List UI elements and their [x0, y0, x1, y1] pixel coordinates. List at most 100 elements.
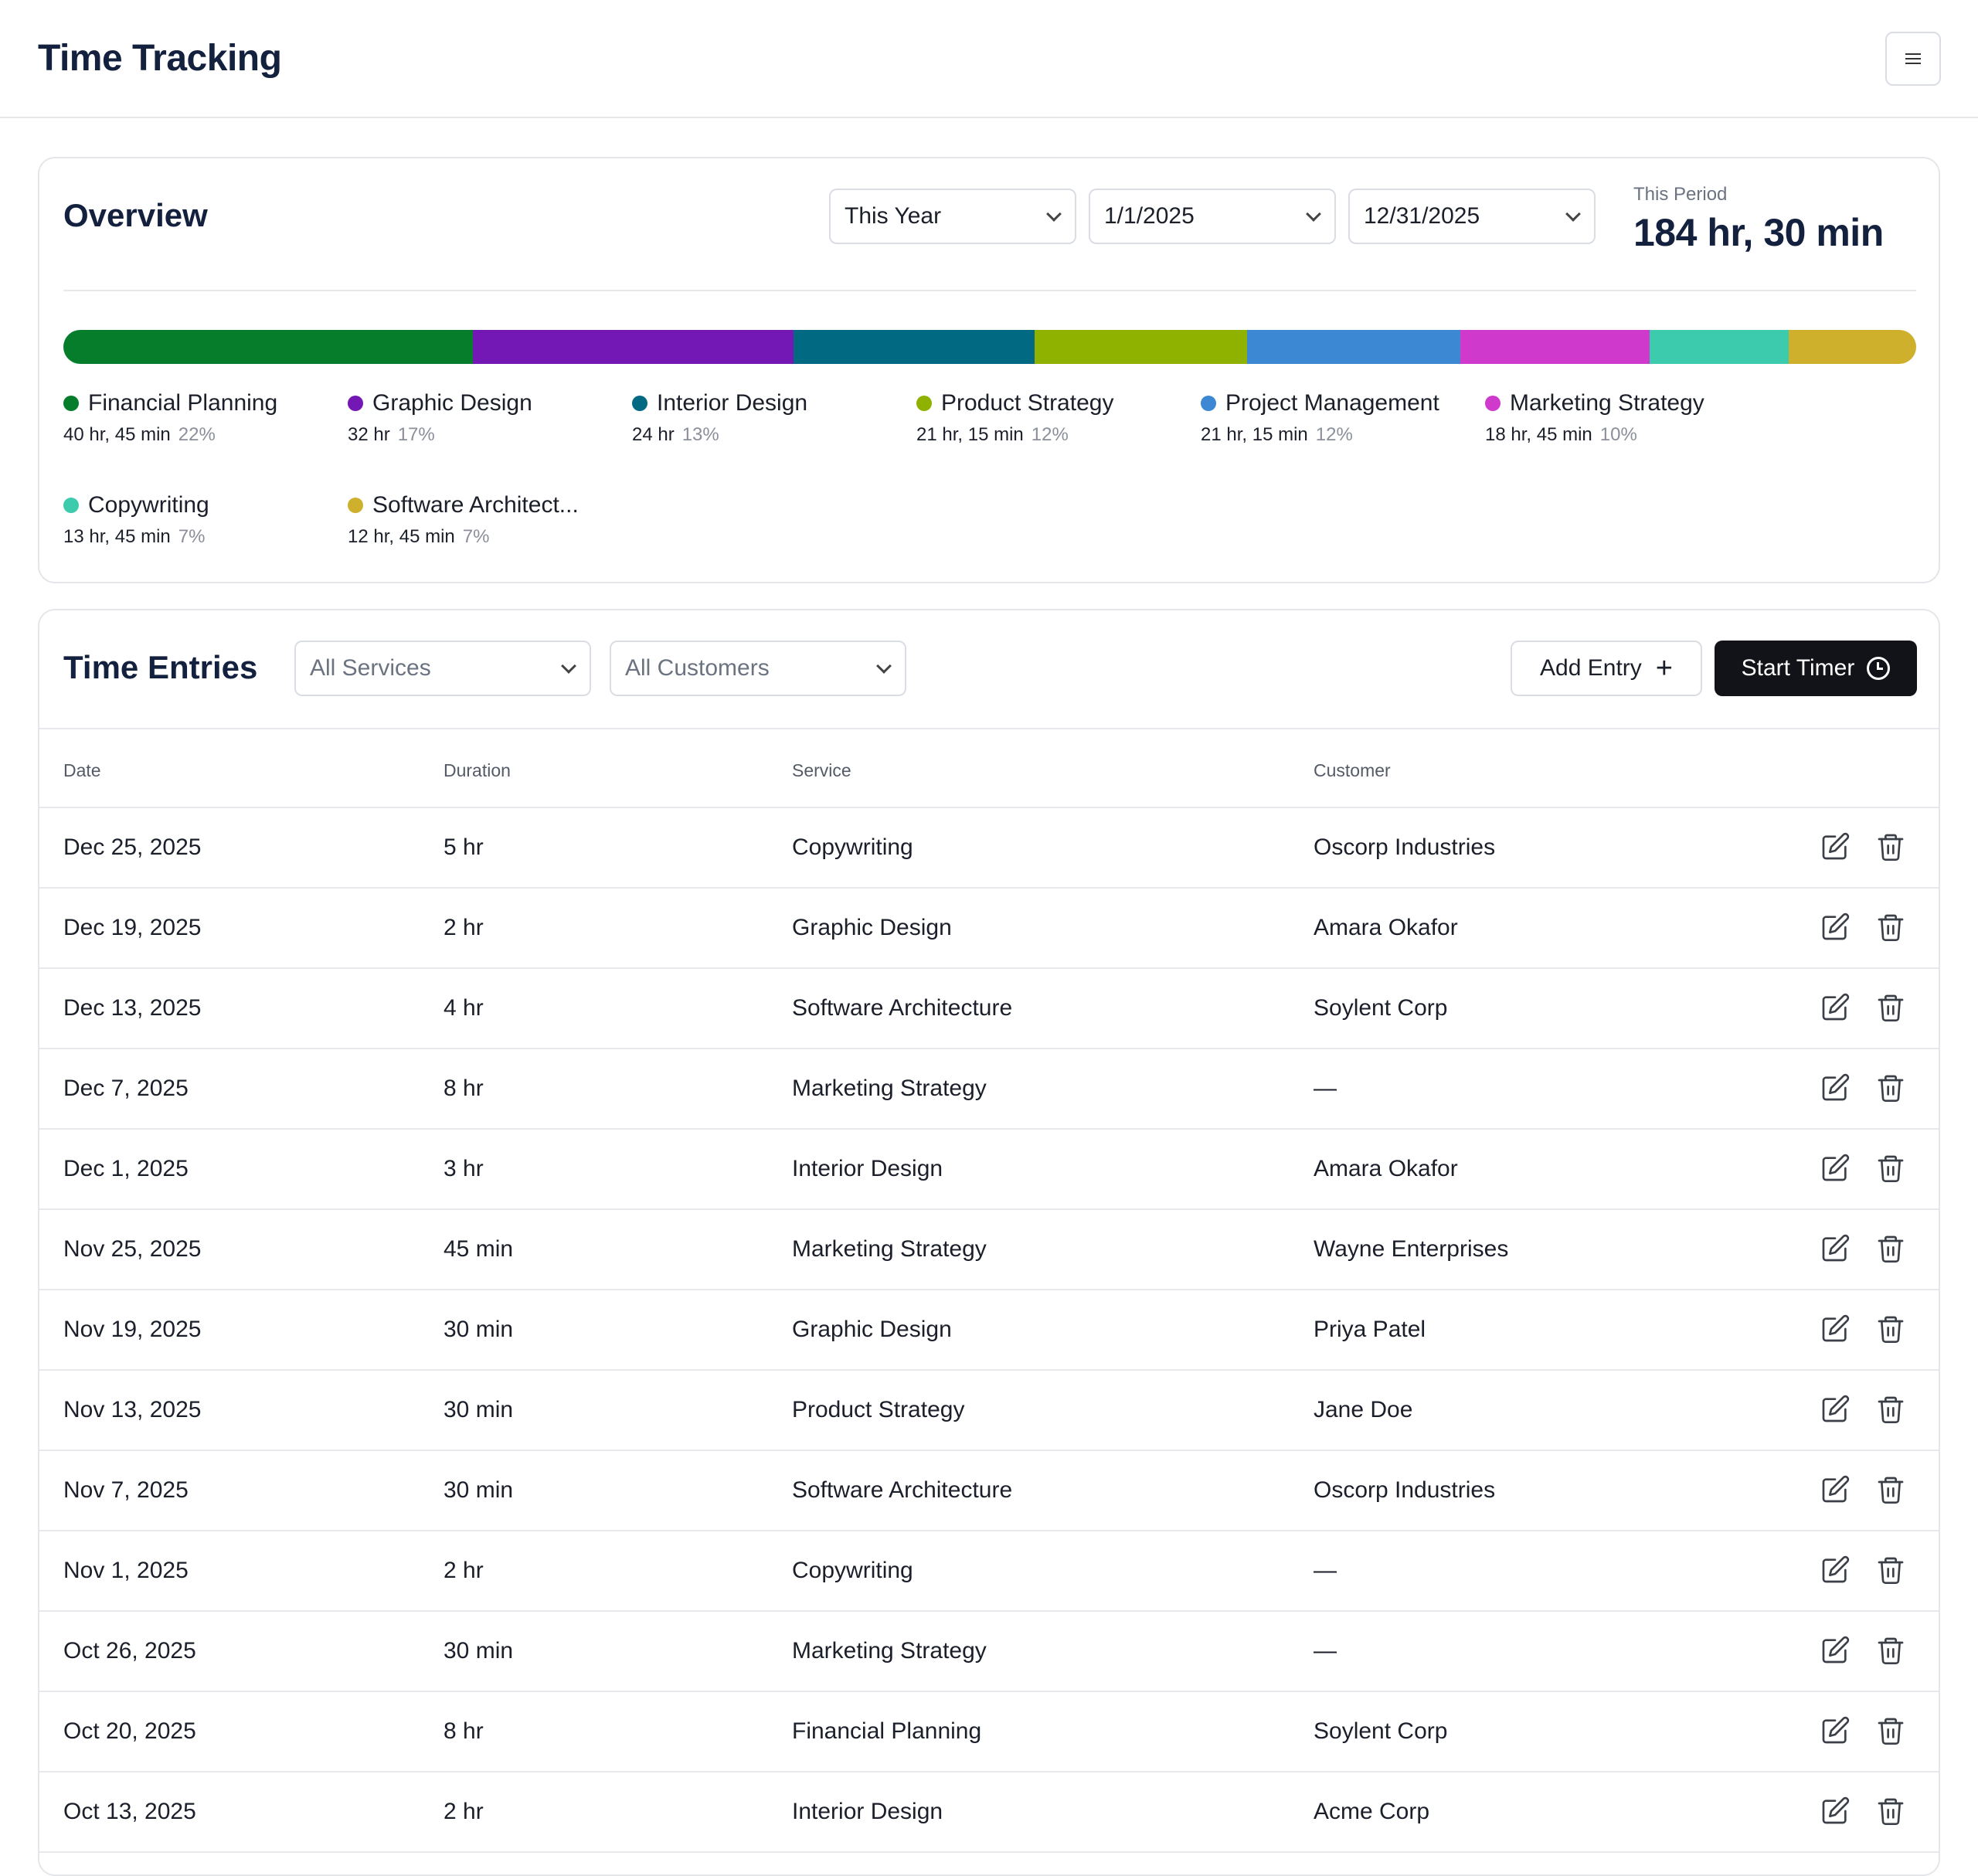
trash-icon[interactable] [1875, 1233, 1906, 1264]
edit-icon[interactable] [1820, 912, 1851, 943]
legend-time: 40 hr, 45 min [63, 424, 171, 445]
legend-name: Interior Design [657, 390, 808, 416]
edit-icon[interactable] [1820, 1715, 1851, 1746]
trash-icon[interactable] [1875, 1555, 1906, 1585]
table-row[interactable]: Dec 19, 2025 2 hr Graphic Design Amara Okaf… [39, 889, 1939, 969]
edit-icon[interactable] [1820, 1072, 1851, 1103]
entry-service: Copywriting [792, 1558, 913, 1583]
entry-date: Nov 19, 2025 [63, 1317, 202, 1342]
table-row[interactable]: Oct 26, 2025 30 min Marketing Strategy — [39, 1612, 1939, 1692]
edit-icon[interactable] [1820, 1635, 1851, 1666]
column-header-date[interactable]: Date [63, 760, 101, 780]
edit-icon[interactable] [1820, 1153, 1851, 1184]
trash-icon[interactable] [1875, 1474, 1906, 1505]
add-entry-button[interactable]: Add Entry + [1511, 641, 1702, 696]
edit-icon[interactable] [1820, 1796, 1851, 1827]
entry-customer: — [1314, 1638, 1337, 1664]
table-row[interactable]: Oct 20, 2025 8 hr Financial Planning Soylen… [39, 1692, 1939, 1772]
table-row[interactable]: Nov 25, 2025 45 min Marketing Strategy Wayn… [39, 1210, 1939, 1290]
entry-service: Marketing Strategy [792, 1076, 987, 1101]
table-row[interactable]: Oct 13, 2025 2 hr Interior Design Acme Corp [39, 1772, 1939, 1853]
table-row[interactable]: Dec 7, 2025 8 hr Marketing Strategy — [39, 1049, 1939, 1130]
legend-name: Product Strategy [941, 390, 1114, 416]
edit-icon[interactable] [1820, 1394, 1851, 1425]
entry-customer: Wayne Enterprises [1314, 1236, 1509, 1262]
trash-icon[interactable] [1875, 1635, 1906, 1666]
customers-filter[interactable]: All Customers [610, 641, 906, 696]
bar-segment [472, 330, 794, 364]
customers-filter-value: All Customers [625, 655, 770, 681]
service-breakdown-bar [63, 330, 1916, 364]
entry-service: Copywriting [792, 834, 913, 860]
legend-name: Project Management [1225, 390, 1439, 416]
legend-time: 24 hr [632, 424, 675, 445]
entry-duration: 5 hr [444, 834, 484, 860]
entry-customer: Soylent Corp [1314, 995, 1448, 1021]
edit-icon[interactable] [1820, 1555, 1851, 1585]
entry-date: Oct 26, 2025 [63, 1638, 196, 1664]
entry-duration: 2 hr [444, 1558, 484, 1583]
start-timer-button[interactable]: Start Timer [1715, 641, 1917, 696]
entry-service: Marketing Strategy [792, 1236, 987, 1262]
legend-dot [63, 396, 79, 411]
entry-date: Nov 1, 2025 [63, 1558, 189, 1583]
trash-icon[interactable] [1875, 1394, 1906, 1425]
table-row[interactable]: Nov 7, 2025 30 min Software Architecture Os… [39, 1451, 1939, 1531]
trash-icon[interactable] [1875, 1715, 1906, 1746]
chevron-down-icon [1565, 206, 1581, 222]
entry-duration: 2 hr [444, 1799, 484, 1824]
bar-segment [1034, 330, 1248, 364]
edit-icon[interactable] [1820, 992, 1851, 1023]
trash-icon[interactable] [1875, 912, 1906, 943]
chevron-down-icon [876, 658, 892, 674]
entry-service: Graphic Design [792, 915, 952, 940]
edit-icon[interactable] [1820, 1233, 1851, 1264]
legend-percent: 13% [681, 424, 719, 445]
range-select[interactable]: This Year [829, 189, 1076, 244]
table-row[interactable]: Nov 13, 2025 30 min Product Strategy Jane D… [39, 1371, 1939, 1451]
services-filter-value: All Services [310, 655, 431, 681]
legend-time: 32 hr [348, 424, 390, 445]
entry-service: Graphic Design [792, 1317, 952, 1342]
entry-date: Nov 7, 2025 [63, 1477, 189, 1503]
top-bar: Time Tracking [0, 0, 1978, 118]
entry-duration: 3 hr [444, 1156, 484, 1181]
chevron-down-icon [1046, 206, 1062, 222]
overview-title: Overview [63, 197, 208, 233]
legend-name: Software Architect... [372, 492, 579, 518]
services-filter[interactable]: All Services [294, 641, 591, 696]
trash-icon[interactable] [1875, 1314, 1906, 1344]
bar-segment [63, 330, 473, 364]
edit-icon[interactable] [1820, 1314, 1851, 1344]
entry-duration: 8 hr [444, 1076, 484, 1101]
trash-icon[interactable] [1875, 1153, 1906, 1184]
trash-icon[interactable] [1875, 1796, 1906, 1827]
trash-icon[interactable] [1875, 992, 1906, 1023]
end-date-select[interactable]: 12/31/2025 [1348, 189, 1596, 244]
legend-dot [916, 396, 932, 411]
edit-icon[interactable] [1820, 1474, 1851, 1505]
entry-duration: 2 hr [444, 915, 484, 940]
entry-duration: 8 hr [444, 1718, 484, 1744]
menu-button[interactable] [1885, 32, 1941, 86]
trash-icon[interactable] [1875, 831, 1906, 862]
table-row[interactable]: Nov 19, 2025 30 min Graphic Design Priya Pa… [39, 1290, 1939, 1371]
entry-customer: Acme Corp [1314, 1799, 1430, 1824]
entry-customer: Priya Patel [1314, 1317, 1426, 1342]
legend-name: Marketing Strategy [1510, 390, 1704, 416]
trash-icon[interactable] [1875, 1072, 1906, 1103]
entry-date: Nov 13, 2025 [63, 1397, 202, 1422]
start-date-select[interactable]: 1/1/2025 [1089, 189, 1336, 244]
column-header-service[interactable]: Service [792, 760, 851, 780]
edit-icon[interactable] [1820, 831, 1851, 862]
legend-dot [1485, 396, 1500, 411]
table-row[interactable]: Dec 13, 2025 4 hr Software Architecture Soy… [39, 969, 1939, 1049]
table-row[interactable]: Nov 1, 2025 2 hr Copywriting — [39, 1531, 1939, 1612]
period-total: 184 hr, 30 min [1633, 211, 1884, 254]
table-row[interactable]: Dec 1, 2025 3 hr Interior Design Amara Okaf… [39, 1130, 1939, 1210]
entry-customer: — [1314, 1076, 1337, 1101]
column-header-duration[interactable]: Duration [444, 760, 511, 780]
column-header-customer[interactable]: Customer [1314, 760, 1391, 780]
bar-segment [1788, 330, 1916, 364]
table-row[interactable]: Dec 25, 2025 5 hr Copywriting Oscorp Indust… [39, 808, 1939, 889]
